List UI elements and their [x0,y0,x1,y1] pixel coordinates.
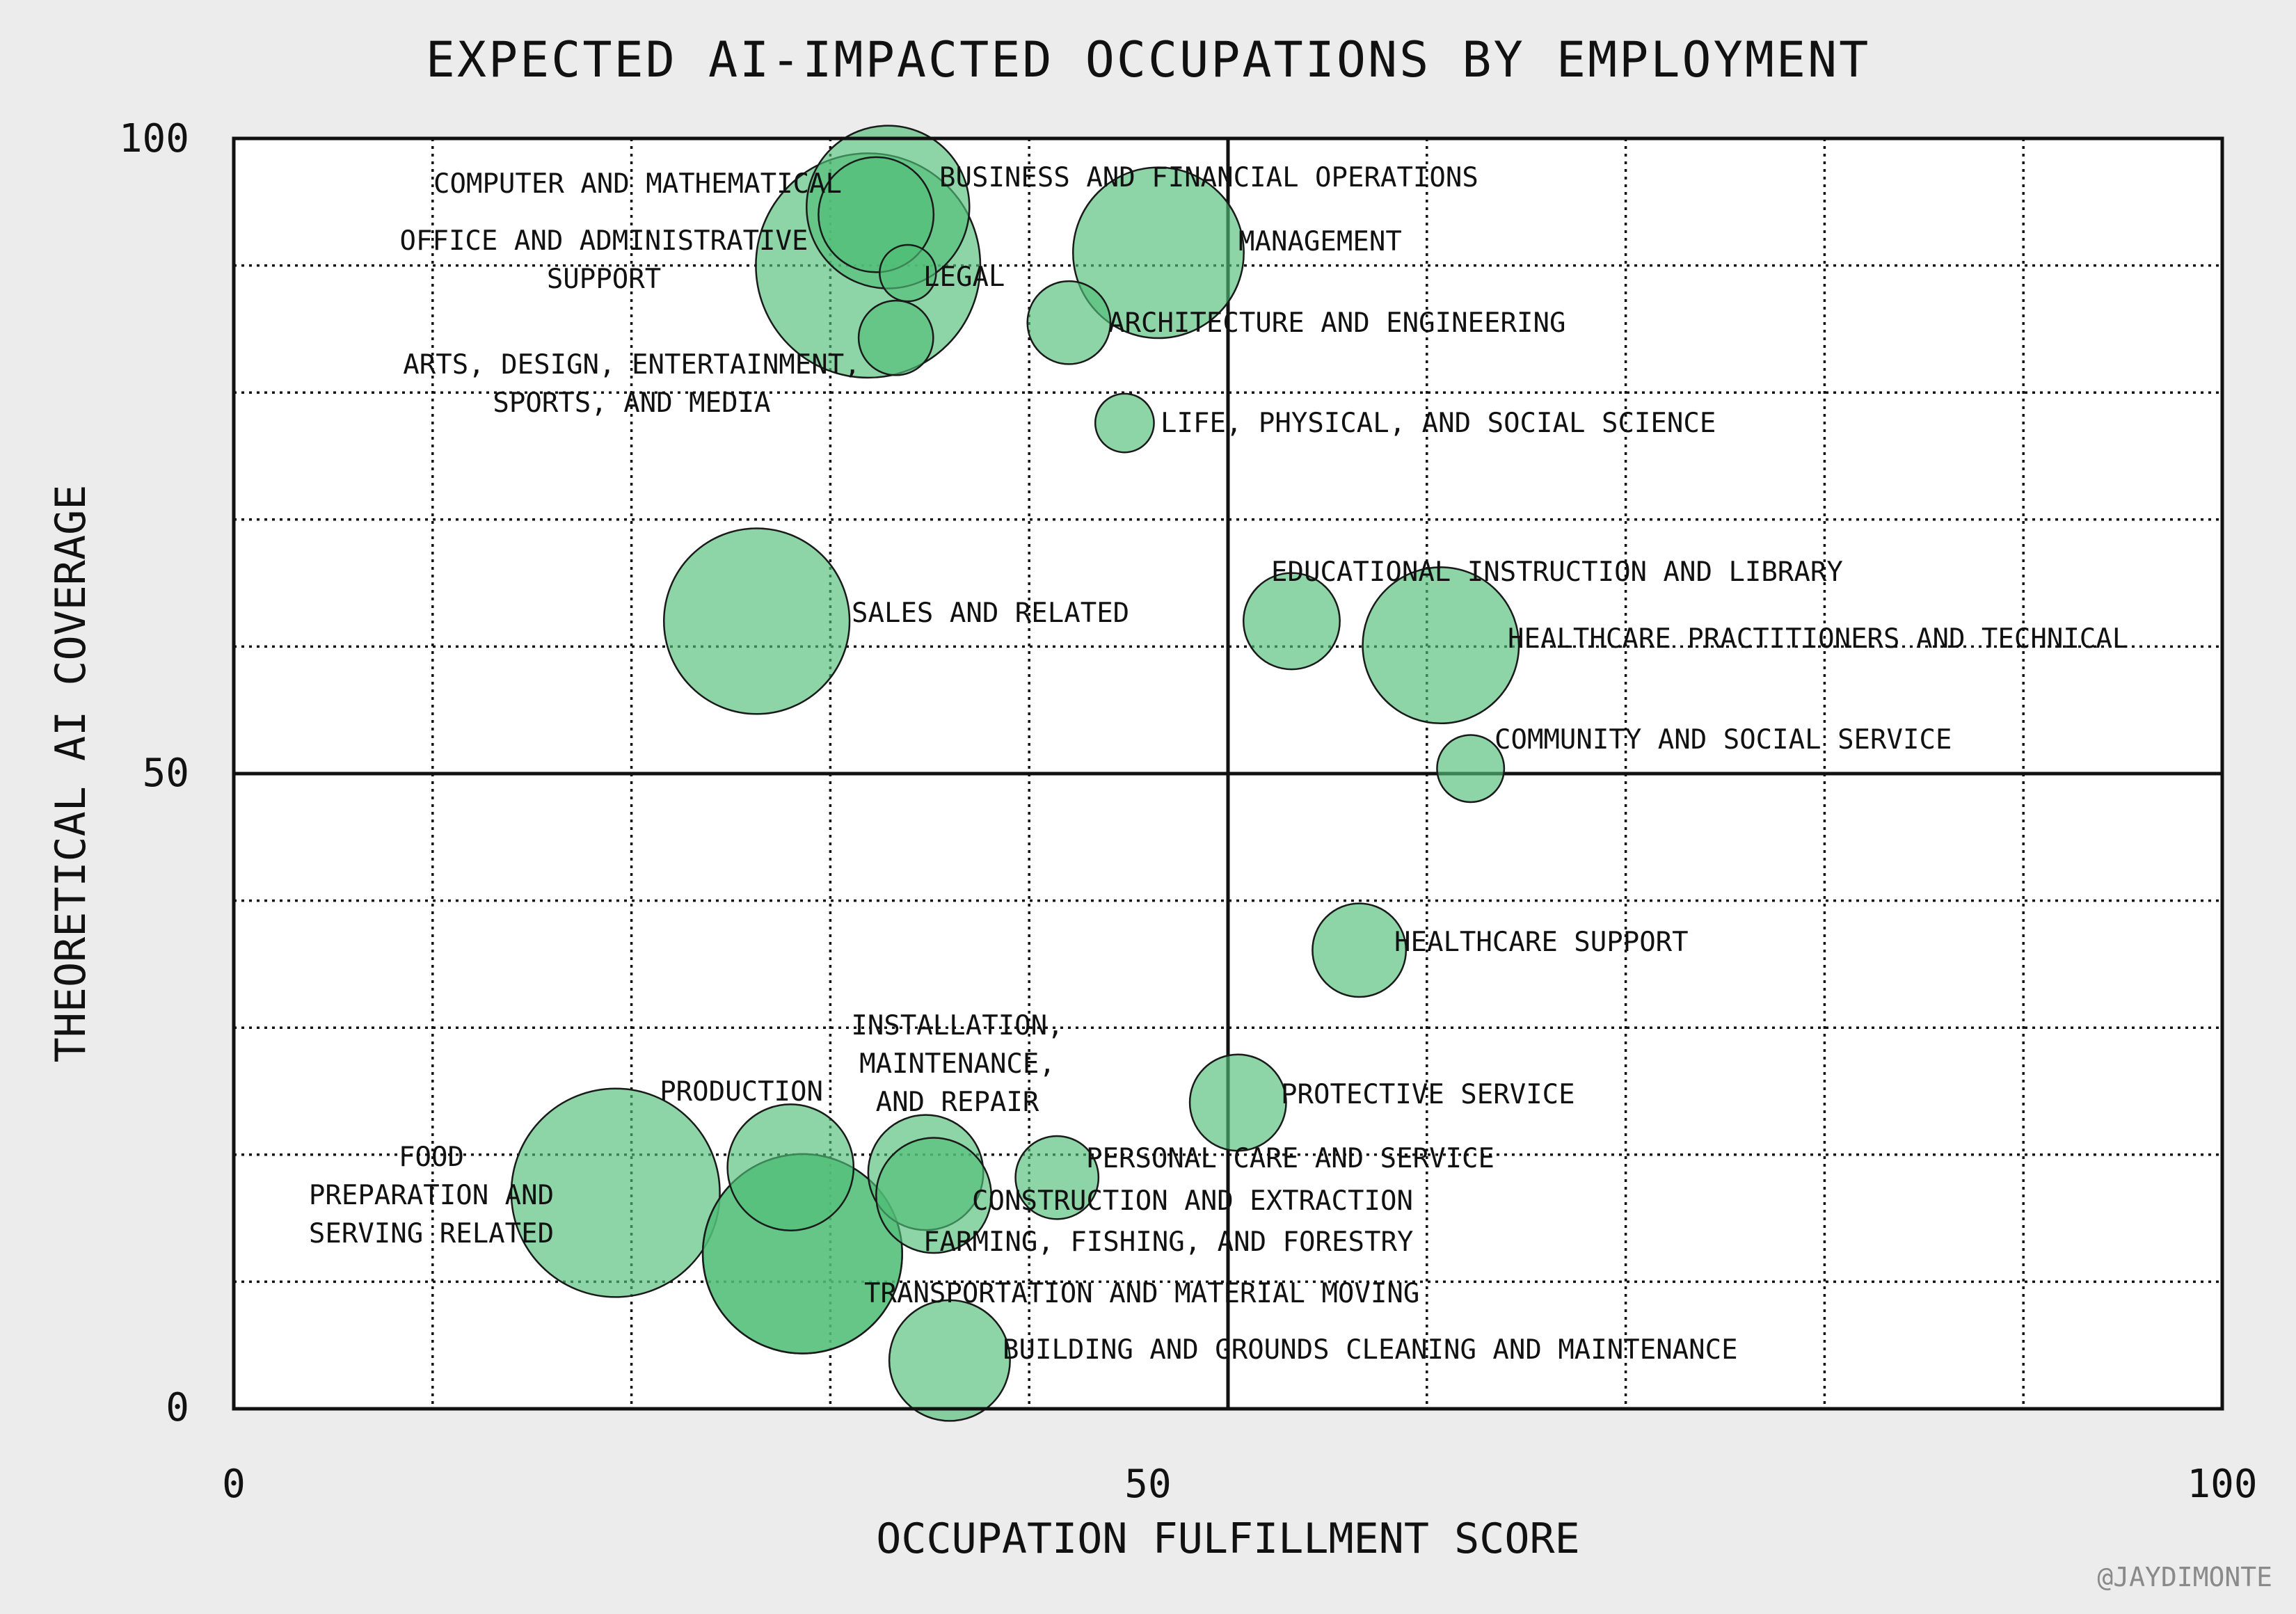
label-line: AND REPAIR [876,1087,1039,1118]
label-architecture-and-engineering: ARCHITECTURE AND ENGINEERING [1108,307,1565,339]
label-line: PERSONAL CARE AND SERVICE [1086,1143,1494,1174]
bubble-arts-design-entertainment-sports-and-media [857,299,934,376]
y-tick-50: 50 [143,751,189,796]
label-line: MAINTENANCE, [859,1048,1055,1080]
bubble-layer [510,125,1520,1422]
label-layer: COMPUTER AND MATHEMATICAL BUSINESS AND FI… [309,162,2128,1366]
x-tick-0: 0 [222,1462,246,1507]
label-transportation-and-material-moving: TRANSPORTATION AND MATERIAL MOVING [864,1278,1419,1309]
chart-title: EXPECTED AI-IMPACTED OCCUPATIONS BY EMPL… [426,31,1871,88]
label-food-preparation-and-serving-related: FOOD PREPARATION AND SERVING RELATED [309,1142,554,1249]
x-axis-label: OCCUPATION FULFILLMENT SCORE [876,1515,1579,1563]
label-line: SUPPORT [547,264,661,295]
label-line: INSTALLATION, [851,1010,1063,1041]
label-line: LEGAL [923,262,1005,293]
label-line: SPORTS, AND MEDIA [493,387,770,419]
bubble-protective-service [1188,1053,1287,1152]
label-healthcare-practitioners-and-technical: HEALTHCARE PRACTITIONERS AND TECHNICAL [1508,623,2128,655]
bubble-community-and-social-service [1436,734,1506,804]
label-building-and-grounds-cleaning-and-maintenance: BUILDING AND GROUNDS CLEANING AND MAINTE… [1003,1334,1738,1366]
label-business-and-financial-operations: BUSINESS AND FINANCIAL OPERATIONS [939,162,1478,193]
label-line: LIFE, PHYSICAL, AND SOCIAL SCIENCE [1161,408,1716,439]
label-line: EDUCATIONAL INSTRUCTION AND LIBRARY [1271,557,1843,588]
label-line: BUILDING AND GROUNDS CLEANING AND MAINTE… [1003,1334,1738,1366]
label-computer-and-mathematical: COMPUTER AND MATHEMATICAL [433,168,842,200]
label-educational-instruction-and-library: EDUCATIONAL INSTRUCTION AND LIBRARY [1271,557,1843,588]
bubble-life-physical-and-social-science [1094,392,1155,454]
label-healthcare-support: HEALTHCARE SUPPORT [1394,927,1689,958]
x-tick-50: 50 [1124,1462,1171,1507]
bubble-building-and-grounds-cleaning-and-maintenance [888,1299,1011,1422]
label-installation-maintenance-and-repair: INSTALLATION, MAINTENANCE, AND REPAIR [851,1010,1063,1118]
label-line: CONSTRUCTION AND EXTRACTION [972,1185,1413,1217]
label-line: MANAGEMENT [1238,226,1402,257]
bubble-production [726,1103,855,1231]
label-line: COMPUTER AND MATHEMATICAL [433,168,842,200]
label-sales-and-related: SALES AND RELATED [852,598,1129,629]
bubble-management [1072,166,1245,339]
label-protective-service: PROTECTIVE SERVICE [1281,1079,1575,1110]
label-line: TRANSPORTATION AND MATERIAL MOVING [864,1278,1419,1309]
bubble-healthcare-practitioners-and-technical [1362,566,1520,725]
x-tick-100: 100 [2187,1462,2257,1507]
label-line: HEALTHCARE SUPPORT [1394,927,1689,958]
label-production: PRODUCTION [660,1076,823,1108]
label-line: FARMING, FISHING, AND FORESTRY [923,1227,1413,1258]
label-line: HEALTHCARE PRACTITIONERS AND TECHNICAL [1508,623,2128,655]
label-line: FOOD [399,1142,464,1173]
label-line: PREPARATION AND [309,1180,554,1211]
label-line: ARTS, DESIGN, ENTERTAINMENT, [403,349,860,381]
label-arts-design-entertainment-sports-and-media: ARTS, DESIGN, ENTERTAINMENT, SPORTS, AND … [403,349,860,419]
label-line: ARCHITECTURE AND ENGINEERING [1108,307,1565,339]
bubble-food-preparation-and-serving-related [510,1087,721,1298]
y-tick-0: 0 [166,1385,189,1430]
label-community-and-social-service: COMMUNITY AND SOCIAL SERVICE [1494,724,1952,756]
bubble-educational-instruction-and-library [1242,572,1341,671]
label-office-and-administrative-support: OFFICE AND ADMINISTRATIVE SUPPORT [400,225,808,295]
label-line: PRODUCTION [660,1076,823,1108]
label-line: PROTECTIVE SERVICE [1281,1079,1575,1110]
label-line: COMMUNITY AND SOCIAL SERVICE [1494,724,1952,756]
bubble-sales-and-related [662,527,851,715]
y-axis-label: THEORETICAL AI COVERAGE [47,485,95,1063]
bubble-legal [879,243,937,303]
label-line: SERVING RELATED [309,1218,554,1249]
plot-frame [232,136,2224,1411]
label-life-physical-and-social-science: LIFE, PHYSICAL, AND SOCIAL SCIENCE [1161,408,1716,439]
bubble-healthcare-support [1312,902,1408,998]
y-tick-100: 100 [119,116,189,161]
bubble-architecture-and-engineering [1026,280,1112,365]
label-line: OFFICE AND ADMINISTRATIVE [400,225,808,257]
bubble-personal-care-and-service [1014,1135,1100,1220]
label-legal: LEGAL [923,262,1005,293]
label-line: SALES AND RELATED [852,598,1129,629]
bubble-construction-and-extraction [875,1137,993,1254]
credit: @JAYDIMONTE [2097,1562,2272,1592]
label-management: MANAGEMENT [1238,226,1402,257]
bubble-computer-and-mathematical [818,156,935,273]
label-farming-fishing-and-forestry: FARMING, FISHING, AND FORESTRY [923,1227,1413,1258]
label-construction-and-extraction: CONSTRUCTION AND EXTRACTION [972,1185,1413,1217]
label-personal-care-and-service: PERSONAL CARE AND SERVICE [1086,1143,1494,1174]
label-line: BUSINESS AND FINANCIAL OPERATIONS [939,162,1478,193]
